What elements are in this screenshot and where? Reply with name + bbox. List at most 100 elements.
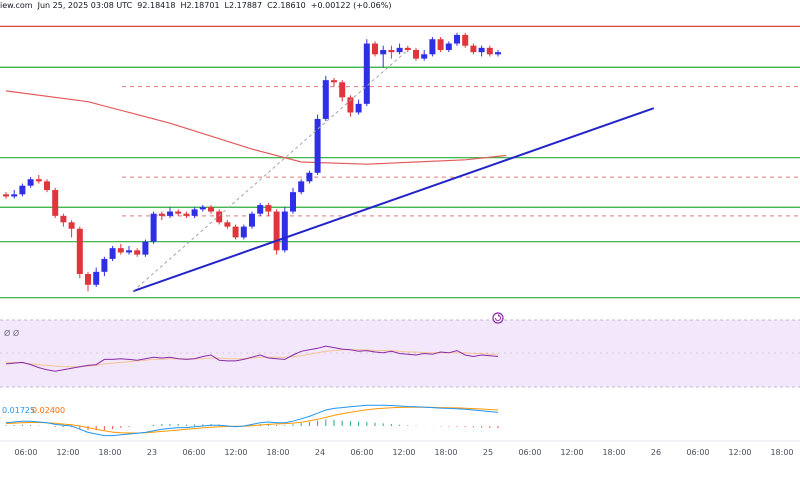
header-low: L2.17887 — [224, 1, 263, 10]
candle-body-38 — [314, 118, 321, 173]
candle-body-22 — [183, 213, 190, 216]
candle-body-40 — [331, 80, 337, 83]
candle-body-6 — [52, 190, 59, 216]
candle-body-8 — [68, 222, 75, 229]
macd-indicator — [5, 404, 499, 437]
candle-body-36 — [298, 181, 305, 193]
candle-body-16 — [134, 250, 141, 255]
x-tick-label: 25 — [483, 448, 493, 457]
candle-body-23 — [191, 209, 198, 216]
x-tick-label: 06:00 — [686, 448, 709, 457]
candle-body-44 — [363, 43, 370, 104]
header-change: +0.00122 (+0.06%) — [310, 1, 392, 10]
candle-body-49 — [404, 47, 411, 50]
candle-body-25 — [208, 207, 214, 212]
replay-icon[interactable] — [492, 312, 504, 324]
candle-body-9 — [76, 228, 83, 274]
candle-body-12 — [101, 258, 108, 272]
candle-body-42 — [347, 97, 354, 113]
candle-body-11 — [93, 271, 100, 285]
rsi-ma-line — [6, 349, 498, 368]
header-date: Jun 25, 2025 03:08 UTC — [37, 1, 133, 10]
x-tick-label: 12:00 — [560, 448, 583, 457]
candle-body-33 — [273, 211, 280, 251]
candle-body-24 — [199, 207, 206, 210]
rsi-indicator — [5, 345, 499, 372]
candle-body-20 — [167, 211, 173, 216]
header-open: 92.18418 — [137, 1, 176, 10]
candle-body-55 — [454, 34, 460, 44]
uptrend-line — [132, 107, 655, 293]
candle-body-4 — [35, 179, 42, 182]
x-axis: 06:00 12:00 18:00 23 06:00 12:00 18:00 24 06:00 1… — [14, 448, 793, 457]
header-source: iew.com — [0, 1, 33, 10]
candles — [3, 32, 501, 292]
x-tick-label: 12:00 — [224, 448, 247, 457]
x-tick-label: 12:00 — [392, 448, 415, 457]
fib-guide-line — [132, 49, 409, 292]
candle-body-43 — [355, 103, 362, 113]
candle-body-31 — [257, 205, 264, 214]
x-tick-label: 18:00 — [266, 448, 289, 457]
candle-body-10 — [85, 274, 91, 285]
candle-body-5 — [44, 181, 50, 190]
x-tick-label: 12:00 — [728, 448, 751, 457]
ma-line — [5, 90, 507, 165]
x-tick-label: 23 — [147, 448, 157, 457]
candle-body-51 — [421, 54, 428, 59]
candle-body-50 — [413, 50, 419, 59]
candle-body-56 — [462, 34, 469, 46]
ohlc-header: iew.com Jun 25, 2025 03:08 UTC 92.18418 H2.… — [0, 1, 396, 10]
candle-body-17 — [142, 241, 149, 255]
candle-body-13 — [109, 248, 116, 259]
candle-body-57 — [470, 45, 477, 53]
header-close: C2.18610 — [267, 1, 306, 10]
candle-body-28 — [232, 226, 239, 238]
x-tick-label: 06:00 — [182, 448, 205, 457]
candle-body-47 — [388, 50, 395, 53]
header-high: H2.18701 — [180, 1, 220, 10]
x-tick-label: 18:00 — [602, 448, 625, 457]
candle-body-19 — [158, 213, 165, 216]
rsi-label: Ø Ø — [4, 329, 20, 338]
candle-body-45 — [372, 43, 378, 55]
x-tick-label: 06:00 — [14, 448, 37, 457]
candle-body-1 — [11, 194, 18, 197]
candle-body-52 — [429, 39, 436, 55]
x-tick-label: 18:00 — [434, 448, 457, 457]
candle-body-15 — [126, 250, 132, 253]
rsi-line — [5, 345, 499, 372]
trend-lines — [132, 49, 655, 293]
candle-body-35 — [290, 192, 296, 212]
candle-body-46 — [380, 50, 387, 55]
candle-body-7 — [60, 215, 67, 223]
candle-body-18 — [150, 213, 157, 242]
x-tick-label: 24 — [315, 448, 325, 457]
x-tick-label: 06:00 — [518, 448, 541, 457]
candle-body-29 — [240, 226, 247, 238]
candle-body-2 — [19, 185, 26, 195]
macd-value-1: 0.01725 — [2, 406, 36, 415]
candle-body-41 — [339, 82, 346, 98]
candle-body-34 — [281, 211, 288, 251]
candle-body-0 — [3, 194, 9, 197]
candle-body-48 — [396, 47, 403, 53]
candle-body-37 — [306, 172, 313, 182]
x-tick-label: 06:00 — [350, 448, 373, 457]
candle-body-14 — [117, 248, 124, 253]
candle-body-21 — [175, 211, 182, 214]
x-tick-label: 26 — [651, 448, 661, 457]
candle-body-27 — [224, 222, 231, 227]
candle-body-54 — [445, 43, 452, 50]
moving-average — [5, 90, 507, 165]
x-tick-label: 12:00 — [56, 448, 79, 457]
candle-body-59 — [486, 47, 493, 55]
candle-body-39 — [322, 80, 329, 119]
candle-body-3 — [27, 179, 34, 186]
x-tick-label: 18:00 — [98, 448, 121, 457]
macd-line — [5, 404, 499, 437]
candle-body-30 — [249, 213, 255, 227]
candle-body-53 — [437, 39, 444, 50]
